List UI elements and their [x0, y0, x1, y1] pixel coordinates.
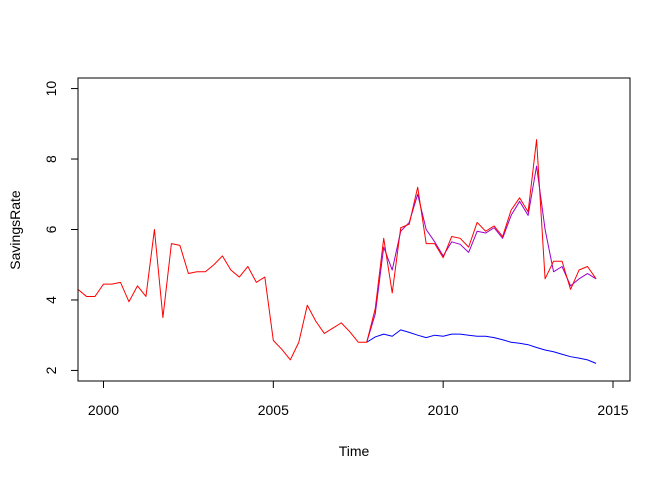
y-tick-label: 10	[43, 81, 59, 97]
series-line-1	[366, 329, 597, 364]
x-axis: 2000 2005 2010 2015	[88, 380, 629, 418]
series-line-3	[77, 139, 597, 361]
y-axis: 2 4 6 8 10	[43, 81, 79, 374]
y-tick-label: 6	[43, 225, 59, 233]
x-tick-label: 2000	[88, 402, 119, 418]
y-axis-title: SavingsRate	[7, 190, 23, 270]
y-tick-label: 4	[43, 296, 59, 304]
x-tick-label: 2010	[428, 402, 459, 418]
x-tick-label: 2005	[258, 402, 289, 418]
series-lines	[77, 139, 597, 364]
y-tick-label: 2	[43, 366, 59, 374]
y-tick-label: 8	[43, 155, 59, 163]
series-line-2	[366, 165, 597, 343]
plot-frame	[77, 77, 631, 382]
x-axis-title: Time	[339, 443, 370, 459]
x-tick-label: 2015	[597, 402, 628, 418]
